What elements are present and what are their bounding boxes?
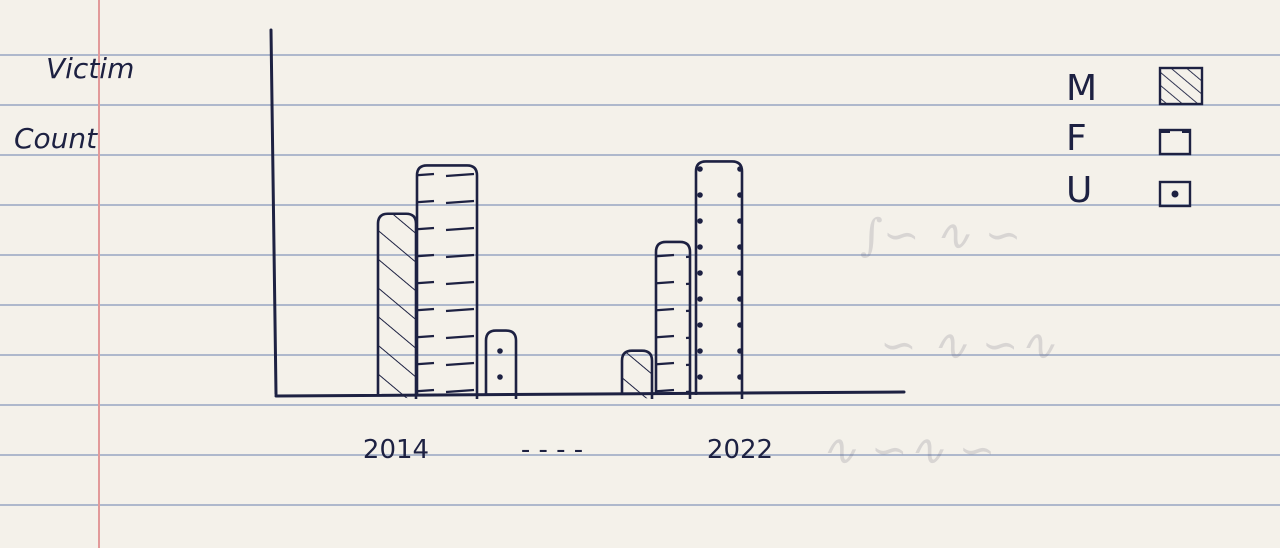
bleed-through-scribble: ∽ ∿ ∽∿	[880, 320, 1056, 371]
x-tick-label: 2014	[363, 435, 429, 465]
bar-u-2014	[484, 329, 518, 399]
bleed-through-scribble: ∫∽ ∿ ∽	[860, 210, 1022, 261]
x-axis-gap-dashes: - - - -	[521, 435, 583, 465]
y-axis-line	[269, 28, 278, 396]
x-axis-line	[274, 390, 906, 398]
paper-margin-line	[98, 0, 100, 548]
legend-swatch-f	[1158, 128, 1192, 156]
legend-label-m: M	[1066, 68, 1097, 109]
legend-label-f: F	[1066, 118, 1087, 159]
bars-group	[376, 160, 744, 399]
x-tick-label: 2022	[707, 435, 773, 465]
bar-m-2014	[376, 212, 418, 399]
legend-swatch-m	[1158, 66, 1204, 106]
legend-swatch-dot	[1171, 190, 1179, 198]
bar-u-2022	[694, 160, 744, 399]
y-axis-label-line-2: Count	[14, 122, 98, 155]
bar-f-2022	[654, 240, 692, 399]
legend-swatch-u	[1158, 180, 1192, 208]
y-axis-label: Victim Count	[14, 52, 143, 155]
legend: MFU	[1066, 66, 1204, 211]
bar-f-2014	[415, 164, 479, 399]
legend-label-u: U	[1066, 170, 1092, 211]
y-axis-label-line-1: Victim	[46, 52, 134, 85]
bleed-through-scribble: ∿ ∽∿ ∽	[820, 425, 996, 476]
bar-m-2022	[620, 349, 654, 399]
